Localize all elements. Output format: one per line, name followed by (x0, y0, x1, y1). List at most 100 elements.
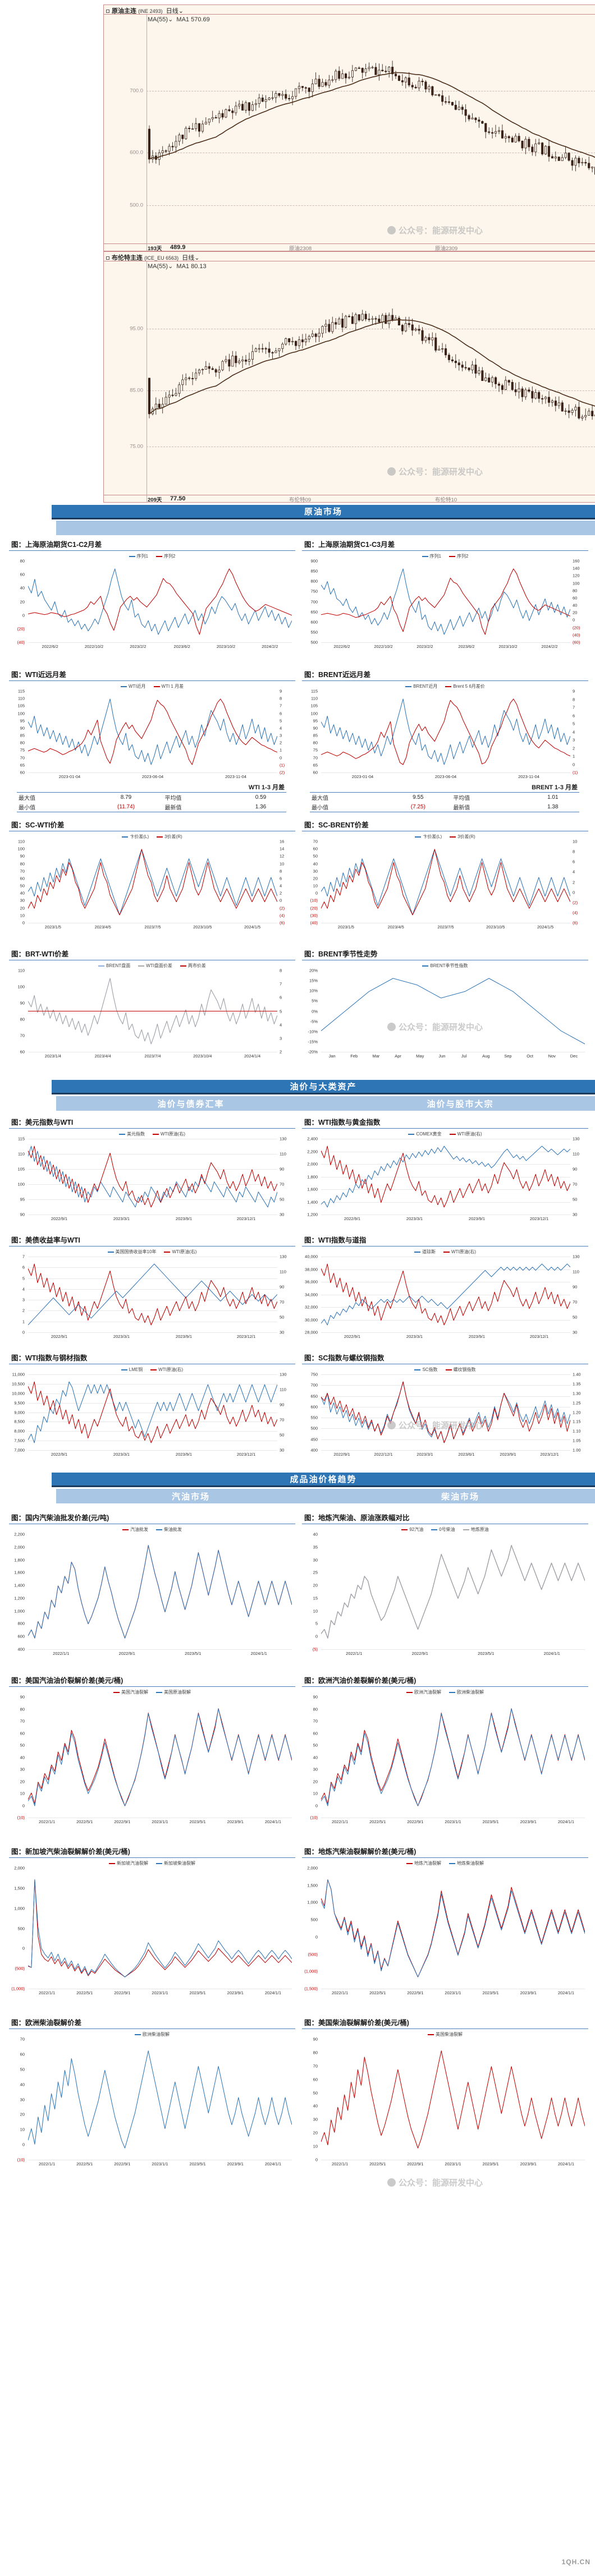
axis-tick: 2023/3/1 (417, 1452, 433, 1457)
axis-tick: 2022/5/1 (76, 1819, 93, 1824)
axis-tick: 2024/1/1 (557, 1990, 575, 1995)
axis-tick: 2022/1/1 (38, 1990, 56, 1995)
legend-item: 卞价差(L) (415, 834, 442, 840)
section-subheader-diesel: 柴油市场 (326, 1489, 595, 1503)
axis-tick: 2022/10/2 (84, 644, 104, 649)
chart-legend: 欧洲柴油裂解 (9, 2031, 295, 2037)
axis-tick: 2023/2/2 (130, 644, 147, 649)
axis-tick: 1 (280, 747, 282, 753)
watermark: 公众号：能源研发中心 (387, 2177, 483, 2188)
legend-item: WTI盘面价差 (138, 963, 172, 969)
axis-tick: 90 (313, 1694, 318, 1700)
axis-tick: Jun (438, 1054, 446, 1059)
axis-tick: 100 (17, 984, 25, 990)
legend-swatch (406, 1691, 413, 1693)
legend-item: 美国汽油裂解 (113, 1689, 148, 1695)
axis-tick: 2,200 (307, 1149, 318, 1154)
series-line (321, 1263, 570, 1326)
axis-tick: 35 (313, 1544, 318, 1550)
terminal-header-brent: 布伦特主连 (ICE_EU 6563) 日线⌄ (104, 252, 595, 261)
axis-tick: 2,000 (307, 1161, 318, 1167)
x-axis: 2022/9/1 2022/12/1 2023/3/1 2023/6/1 2023/9/… (321, 1452, 570, 1459)
axis-tick: 2022/9/1 (407, 2161, 424, 2166)
chart-title: 图：SC指数与螺纹钢指数 (302, 1352, 588, 1364)
axis-tick: -15% (308, 1039, 318, 1045)
axis-tick: 2023/9/1 (175, 1452, 193, 1457)
legend-item: WTI原油(右) (153, 1131, 185, 1137)
candlestick-terminal-sc[interactable]: 原油主连 (INE 2493) 日线⌄ MA(55)⌄ MA1 570.69 7… (103, 4, 595, 252)
axis-tick: 65 (20, 762, 25, 768)
legend-swatch (98, 965, 105, 967)
ma-chevron-icon[interactable]: ⌄ (168, 16, 173, 23)
axis-tick: 2023/9/1 (227, 1990, 244, 1995)
legend-item: 螺纹钢指数 (445, 1367, 476, 1373)
y-axis-left: 90 80 70 60 50 40 30 20 10 0 (302, 2030, 319, 2168)
legend-swatch (119, 1133, 125, 1135)
axis-tick: 2 (280, 1049, 282, 1055)
axis-tick: Jul (461, 1054, 467, 1059)
stats-label: 最新值 (451, 802, 527, 812)
y-axis-right: 130 110 90 70 50 30 (278, 1365, 295, 1459)
axis-tick: 100 (573, 581, 580, 586)
section-subheader-equities: 油价与股市大宗 (326, 1096, 595, 1111)
chart-title: 图：美国汽油油价裂解价差(美元/桶) (9, 1675, 295, 1687)
axis-tick: 90 (20, 725, 25, 731)
legend-label: 地炼柴油裂解 (457, 1861, 484, 1866)
chart-plot: 序列1 序列2 80 60 40 20 0 (20) (40) 2022/6/2 2022/10/2… (9, 552, 295, 651)
chart-plot: 序列1 序列2 900 850 800 750 700 650 600 550 500 160 140 1… (302, 552, 588, 651)
stats-table-brent13: BRENT 1-3 月差 最大值 9.55 平均值 1.01 最小值 (7.25… (310, 782, 579, 812)
legend-label: 欧洲柴油裂解 (143, 2032, 170, 2037)
axis-tick: 2022/6/2 (42, 644, 58, 649)
axis-tick: 130 (280, 1372, 287, 1377)
stats-header: BRENT 1-3 月差 (310, 782, 579, 793)
axis-tick: 2023/12/1 (529, 1334, 549, 1339)
axis-tick: 2022/9/1 (51, 1216, 68, 1221)
x-axis: 2023/1/5 2023/4/5 2023/7/5 2023/10/5 2024/1/… (28, 924, 277, 931)
chart-card-gas-wholesale: 图：国内汽柴油批发价差(元/吨) 汽油批发 柴油批发 2,200 2,000 1,800… (9, 1512, 295, 1658)
section-subheader-crude (56, 521, 595, 535)
axis-tick: 70 (280, 1181, 285, 1187)
axis-tick: 40 (20, 585, 25, 591)
axis-tick: 2024/1/5 (244, 924, 261, 930)
axis-tick: 2023-06-04 (141, 774, 164, 779)
legend-item: 欧洲汽油裂解 (406, 1689, 441, 1695)
axis-tick: 8,500 (14, 1419, 25, 1424)
axis-tick: 30 (280, 1447, 285, 1453)
axis-tick: 0 (22, 1945, 25, 1951)
axis-tick: 80 (313, 740, 318, 746)
series-line (28, 698, 277, 765)
stats-value: (7.25) (385, 802, 452, 812)
axis-tick: 1.05 (573, 1438, 581, 1443)
axis-tick: (20) (310, 905, 318, 911)
baseline (28, 772, 277, 773)
baseline (28, 642, 292, 643)
axis-tick: 2022/9/1 (344, 1216, 361, 1221)
axis-tick: 80 (313, 1706, 318, 1712)
axis-tick: 110 (18, 696, 25, 701)
terminal-body-sc: MA(55)⌄ MA1 570.69 700.0 600.0 500.0 193… (104, 15, 595, 252)
axis-tick: 60 (20, 876, 25, 881)
chart-plot: BRENT季节性指数 20% 15% 10% 5% 0% -5% -10% -15% -20% Ja… (302, 962, 588, 1060)
axis-tick: 115 (18, 688, 25, 694)
chart-legend: 卞价差(L) 3价差(R) (302, 834, 588, 840)
chart-card-sc-c1c3: 图：上海原油期货C1-C3月差 序列1 序列2 900 850 800 750 700 650… (302, 539, 588, 651)
axis-tick: 2023/9/1 (227, 1819, 244, 1824)
legend-item: 美元指数 (119, 1131, 145, 1137)
axis-tick: 1,400 (14, 1583, 25, 1588)
chevron-down-icon[interactable]: ⌄ (178, 8, 184, 15)
chart-plot: 欧洲柴油裂解 70 60 50 40 30 20 10 0 (10) 2022/1/1 2022/5/… (9, 2030, 295, 2168)
axis-tick: (1,000) (304, 1968, 318, 1974)
axis-tick: 60 (313, 1731, 318, 1736)
axis-tick: 7 (573, 705, 575, 710)
axis-tick: -10% (308, 1029, 318, 1034)
candlestick-terminal-brent[interactable]: 布伦特主连 (ICE_EU 6563) 日线⌄ MA(55)⌄ MA1 80.1… (103, 251, 595, 503)
axis-tick: 2023/6/2 (458, 644, 475, 649)
axis-tick: 0 (573, 762, 575, 767)
ma-chevron-icon[interactable]: ⌄ (168, 263, 173, 270)
axis-tick: 700 (310, 599, 318, 604)
axis-tick: 2023/9/1 (175, 1334, 193, 1339)
chart-plot: 地炼汽油裂解 地炼柴油裂解 2,000 1,500 1,000 500 0 (500) (1,0… (302, 1859, 588, 1997)
axis-tick: 30 (280, 1212, 285, 1217)
chevron-down-icon[interactable]: ⌄ (194, 255, 200, 261)
legend-item: 3价差(R) (157, 834, 182, 840)
